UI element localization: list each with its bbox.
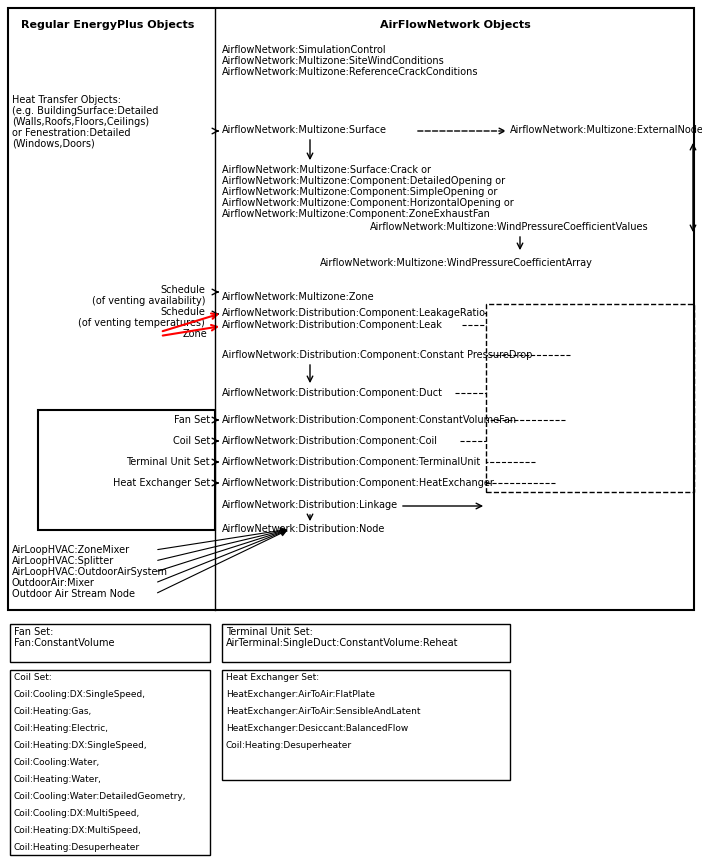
Text: Coil:Heating:DX:SingleSpeed,: Coil:Heating:DX:SingleSpeed, (14, 741, 147, 750)
Text: AirLoopHVAC:ZoneMixer: AirLoopHVAC:ZoneMixer (12, 545, 130, 555)
Text: Coil Set: Coil Set (173, 436, 210, 446)
Text: AirflowNetwork:Distribution:Component:LeakageRatio: AirflowNetwork:Distribution:Component:Le… (222, 308, 486, 318)
Text: (e.g. BuildingSurface:Detailed: (e.g. BuildingSurface:Detailed (12, 106, 159, 116)
Text: AirLoopHVAC:OutdoorAirSystem: AirLoopHVAC:OutdoorAirSystem (12, 567, 168, 577)
Bar (486, 304, 694, 492)
Text: Heat Exchanger Set:: Heat Exchanger Set: (226, 673, 319, 682)
Text: AirflowNetwork:Multizone:Component:DetailedOpening or: AirflowNetwork:Multizone:Component:Detai… (222, 176, 505, 186)
Text: (of venting availability): (of venting availability) (91, 296, 205, 306)
Text: AirflowNetwork:Multizone:Surface: AirflowNetwork:Multizone:Surface (222, 125, 387, 135)
Text: AirflowNetwork:Multizone:ExternalNode: AirflowNetwork:Multizone:ExternalNode (510, 125, 702, 135)
Text: Heat Exchanger Set: Heat Exchanger Set (113, 478, 210, 488)
Text: OutdoorAir:Mixer: OutdoorAir:Mixer (12, 578, 95, 588)
Bar (38, 410, 215, 530)
Bar (10, 670, 210, 855)
Text: Coil:Cooling:Water,: Coil:Cooling:Water, (14, 758, 100, 767)
Text: AirflowNetwork:Multizone:Surface:Crack or: AirflowNetwork:Multizone:Surface:Crack o… (222, 165, 431, 175)
Text: Schedule: Schedule (160, 307, 205, 317)
Text: (Walls,Roofs,Floors,Ceilings): (Walls,Roofs,Floors,Ceilings) (12, 117, 149, 127)
Text: AirflowNetwork:Distribution:Component:Leak: AirflowNetwork:Distribution:Component:Le… (222, 320, 443, 330)
Text: AirTerminal:SingleDuct:ConstantVolume:Reheat: AirTerminal:SingleDuct:ConstantVolume:Re… (226, 638, 458, 648)
Text: HeatExchanger:AirToAir:SensibleAndLatent: HeatExchanger:AirToAir:SensibleAndLatent (226, 707, 420, 716)
Text: Coil:Heating:Desuperheater: Coil:Heating:Desuperheater (14, 843, 140, 852)
Text: AirflowNetwork:Distribution:Component:Coil: AirflowNetwork:Distribution:Component:Co… (222, 436, 438, 446)
Text: HeatExchanger:AirToAir:FlatPlate: HeatExchanger:AirToAir:FlatPlate (226, 690, 375, 699)
Text: Coil:Heating:Water,: Coil:Heating:Water, (14, 775, 102, 784)
Bar (8, 8, 694, 610)
Bar (222, 670, 510, 780)
Text: AirflowNetwork:Multizone:Component:HorizontalOpening or: AirflowNetwork:Multizone:Component:Horiz… (222, 198, 514, 208)
Text: AirflowNetwork:Multizone:ReferenceCrackConditions: AirflowNetwork:Multizone:ReferenceCrackC… (222, 67, 479, 77)
Text: AirflowNetwork:Distribution:Node: AirflowNetwork:Distribution:Node (222, 524, 385, 534)
Text: Heat Transfer Objects:: Heat Transfer Objects: (12, 95, 121, 105)
Text: AirflowNetwork:Multizone:WindPressureCoefficientArray: AirflowNetwork:Multizone:WindPressureCoe… (320, 258, 593, 268)
Text: Coil:Heating:DX:MultiSpeed,: Coil:Heating:DX:MultiSpeed, (14, 826, 142, 835)
Text: AirflowNetwork:Distribution:Component:ConstantVolumeFan: AirflowNetwork:Distribution:Component:Co… (222, 415, 517, 425)
Text: Schedule: Schedule (160, 285, 205, 295)
Text: Coil:Heating:Gas,: Coil:Heating:Gas, (14, 707, 92, 716)
Text: or Fenestration:Detailed: or Fenestration:Detailed (12, 128, 131, 138)
Text: AirflowNetwork:Multizone:WindPressureCoefficientValues: AirflowNetwork:Multizone:WindPressureCoe… (370, 222, 649, 232)
Text: Fan Set:: Fan Set: (14, 627, 53, 637)
Text: Coil:Cooling:DX:MultiSpeed,: Coil:Cooling:DX:MultiSpeed, (14, 809, 140, 818)
Text: AirflowNetwork:Multizone:Zone: AirflowNetwork:Multizone:Zone (222, 292, 375, 302)
Text: Terminal Unit Set:: Terminal Unit Set: (226, 627, 313, 637)
Text: (Windows,Doors): (Windows,Doors) (12, 139, 95, 149)
Text: Terminal Unit Set: Terminal Unit Set (126, 457, 210, 467)
Text: AirflowNetwork:SimulationControl: AirflowNetwork:SimulationControl (222, 45, 387, 55)
Text: HeatExchanger:Desiccant:BalancedFlow: HeatExchanger:Desiccant:BalancedFlow (226, 724, 409, 733)
Text: Coil:Cooling:DX:SingleSpeed,: Coil:Cooling:DX:SingleSpeed, (14, 690, 146, 699)
Text: Coil:Heating:Desuperheater: Coil:Heating:Desuperheater (226, 741, 352, 750)
Text: AirflowNetwork:Distribution:Linkage: AirflowNetwork:Distribution:Linkage (222, 500, 398, 510)
Text: AirflowNetwork:Distribution:Component:HeatExchanger: AirflowNetwork:Distribution:Component:He… (222, 478, 495, 488)
Text: Zone: Zone (183, 329, 207, 339)
Text: Fan Set: Fan Set (174, 415, 210, 425)
Text: AirflowNetwork:Distribution:Component:Duct: AirflowNetwork:Distribution:Component:Du… (222, 388, 443, 398)
Bar (222, 624, 510, 662)
Text: AirflowNetwork:Multizone:Component:SimpleOpening or: AirflowNetwork:Multizone:Component:Simpl… (222, 187, 498, 197)
Text: AirLoopHVAC:Splitter: AirLoopHVAC:Splitter (12, 556, 114, 566)
Text: (of venting temperatures): (of venting temperatures) (78, 318, 205, 328)
Text: Outdoor Air Stream Node: Outdoor Air Stream Node (12, 589, 135, 599)
Text: Fan:ConstantVolume: Fan:ConstantVolume (14, 638, 114, 648)
Bar (10, 624, 210, 662)
Text: Coil:Heating:Electric,: Coil:Heating:Electric, (14, 724, 109, 733)
Text: AirflowNetwork:Distribution:Component:TerminalUnit: AirflowNetwork:Distribution:Component:Te… (222, 457, 482, 467)
Text: Regular EnergyPlus Objects: Regular EnergyPlus Objects (21, 20, 194, 30)
Text: AirflowNetwork:Multizone:Component:ZoneExhaustFan: AirflowNetwork:Multizone:Component:ZoneE… (222, 209, 491, 219)
Text: AirflowNetwork:Multizone:SiteWindConditions: AirflowNetwork:Multizone:SiteWindConditi… (222, 56, 445, 66)
Text: AirFlowNetwork Objects: AirFlowNetwork Objects (380, 20, 531, 30)
Text: Coil Set:: Coil Set: (14, 673, 52, 682)
Text: AirflowNetwork:Distribution:Component:Constant PressureDrop: AirflowNetwork:Distribution:Component:Co… (222, 350, 532, 360)
Text: Coil:Cooling:Water:DetailedGeometry,: Coil:Cooling:Water:DetailedGeometry, (14, 792, 187, 801)
